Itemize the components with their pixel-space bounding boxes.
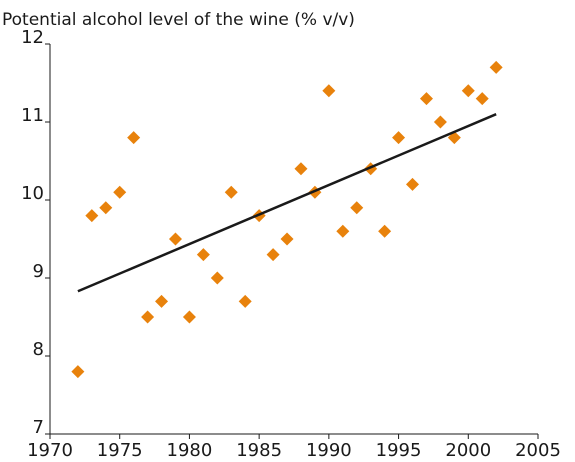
scatter-point <box>266 248 280 262</box>
scatter-point <box>127 131 141 145</box>
y-tick-label: 10 <box>21 183 44 204</box>
scatter-point <box>224 185 238 199</box>
trend-line <box>77 113 497 293</box>
scatter-point <box>85 209 99 223</box>
y-tick-label: 8 <box>33 339 44 360</box>
scatter-point <box>350 201 364 215</box>
x-tick-label: 1970 <box>27 440 73 461</box>
x-tick-label: 1985 <box>236 440 282 461</box>
scatter-point <box>406 177 420 191</box>
x-tick-label: 2000 <box>445 440 491 461</box>
x-tick-label: 1995 <box>376 440 422 461</box>
y-tick-label: 7 <box>33 417 44 438</box>
y-tick-label: 12 <box>21 27 44 48</box>
chart-title: Potential alcohol level of the wine (% v… <box>2 10 355 30</box>
scatter-point <box>378 224 392 238</box>
scatter-point <box>113 185 127 199</box>
x-tick-label: 2005 <box>515 440 561 461</box>
y-tick-label: 11 <box>21 105 44 126</box>
scatter-point <box>196 248 210 262</box>
scatter-point <box>238 294 252 308</box>
scatter-point <box>433 115 447 129</box>
scatter-point <box>322 84 336 98</box>
scatter-point <box>280 232 294 246</box>
scatter-point <box>419 92 433 106</box>
scatter-point <box>461 84 475 98</box>
scatter-point <box>99 201 113 215</box>
scatter-point <box>168 232 182 246</box>
x-tick-label: 1980 <box>167 440 213 461</box>
scatter-point <box>141 310 155 324</box>
scatter-point <box>489 60 503 74</box>
y-tick-label: 9 <box>33 261 44 282</box>
scatter-point <box>155 294 169 308</box>
scatter-point <box>294 162 308 176</box>
x-tick-label: 1975 <box>97 440 143 461</box>
scatter-point <box>475 92 489 106</box>
scatter-point <box>71 365 85 379</box>
scatter-point <box>392 131 406 145</box>
scatter-point <box>210 271 224 285</box>
scatter-point <box>182 310 196 324</box>
x-tick-label: 1990 <box>306 440 352 461</box>
scatter-point <box>336 224 350 238</box>
